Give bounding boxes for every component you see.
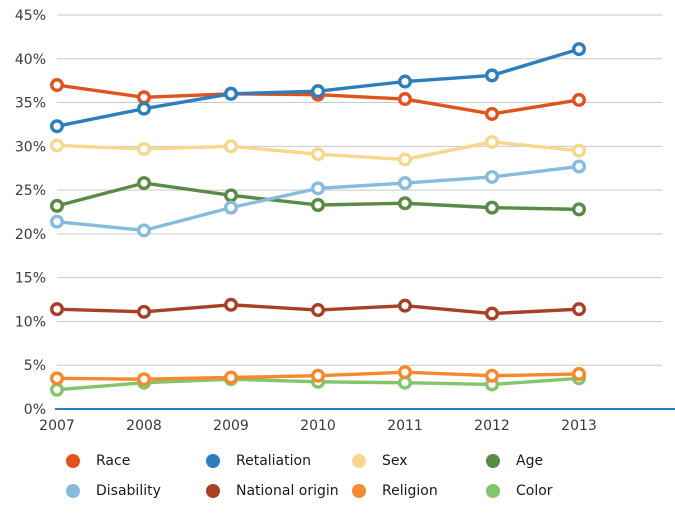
- legend-item-retaliation[interactable]: Retaliation: [206, 453, 352, 469]
- legend-label: Disability: [96, 483, 161, 499]
- y-axis-tick-label: 35%: [15, 96, 46, 112]
- data-point-marker-retaliation[interactable]: [572, 42, 587, 57]
- legend-item-religion[interactable]: Religion: [352, 483, 486, 499]
- y-axis-tick-label: 0%: [24, 402, 46, 418]
- legend-swatch-national-origin-icon: [206, 484, 220, 498]
- legend-label: Age: [516, 453, 544, 469]
- x-axis-tick-label: 2008: [126, 418, 162, 434]
- data-point-marker-age[interactable]: [311, 197, 326, 212]
- line-chart-canvas: 0% 5% 10% 15% 20% 25% 30% 35% 40% 45% 2007 2008 2009…: [15, 8, 675, 434]
- data-point-marker-disability[interactable]: [50, 214, 65, 229]
- x-axis-tick-label: 2007: [39, 418, 75, 434]
- data-point-marker-national-origin[interactable]: [572, 302, 587, 317]
- x-axis-tick-label: 2009: [213, 418, 249, 434]
- legend-item-color[interactable]: Color: [486, 483, 553, 499]
- data-point-marker-disability[interactable]: [311, 181, 326, 196]
- data-point-marker-sex[interactable]: [311, 147, 326, 162]
- data-point-marker-race[interactable]: [485, 106, 500, 121]
- data-point-marker-religion[interactable]: [50, 371, 65, 386]
- data-point-marker-retaliation[interactable]: [398, 74, 413, 89]
- data-point-marker-retaliation[interactable]: [50, 119, 65, 134]
- y-axis-tick-label: 30%: [15, 139, 46, 155]
- data-point-marker-disability[interactable]: [398, 176, 413, 191]
- legend-swatch-color-icon: [486, 484, 500, 498]
- data-point-marker-national-origin[interactable]: [398, 298, 413, 313]
- legend-item-race[interactable]: Race: [66, 453, 206, 469]
- y-axis-tick-label: 25%: [15, 183, 46, 199]
- data-point-marker-national-origin[interactable]: [485, 306, 500, 321]
- data-point-marker-religion[interactable]: [398, 365, 413, 380]
- legend-item-age[interactable]: Age: [486, 453, 543, 469]
- legend-swatch-religion-icon: [352, 484, 366, 498]
- data-point-marker-sex[interactable]: [485, 134, 500, 149]
- data-point-marker-retaliation[interactable]: [485, 68, 500, 83]
- legend-swatch-sex-icon: [352, 454, 366, 468]
- data-point-marker-age[interactable]: [50, 198, 65, 213]
- legend-swatch-disability-icon: [66, 484, 80, 498]
- legend-item-disability[interactable]: Disability: [66, 483, 206, 499]
- legend-label: Race: [96, 453, 131, 469]
- x-axis-tick-label: 2010: [300, 418, 336, 434]
- legend-swatch-race-icon: [66, 454, 80, 468]
- data-point-marker-age[interactable]: [398, 196, 413, 211]
- legend-swatch-age-icon: [486, 454, 500, 468]
- legend-swatch-retaliation-icon: [206, 454, 220, 468]
- x-axis-tick-label: 2013: [561, 418, 597, 434]
- data-point-marker-race[interactable]: [398, 92, 413, 107]
- y-axis-tick-label: 5%: [24, 358, 46, 374]
- data-point-marker-race[interactable]: [136, 90, 151, 105]
- y-axis-tick-label: 10%: [15, 314, 46, 330]
- data-point-marker-disability[interactable]: [136, 223, 151, 238]
- legend-label: National origin: [236, 483, 339, 499]
- data-point-marker-retaliation[interactable]: [223, 86, 238, 101]
- data-point-marker-age[interactable]: [572, 202, 587, 217]
- x-axis-tick-label: 2011: [387, 418, 423, 434]
- data-point-marker-national-origin[interactable]: [311, 303, 326, 318]
- data-point-marker-religion[interactable]: [136, 372, 151, 387]
- data-point-marker-sex[interactable]: [50, 138, 65, 153]
- data-point-marker-age[interactable]: [485, 200, 500, 215]
- data-point-marker-national-origin[interactable]: [50, 302, 65, 317]
- data-point-marker-sex[interactable]: [136, 141, 151, 156]
- data-point-marker-age[interactable]: [223, 188, 238, 203]
- data-point-marker-retaliation[interactable]: [136, 101, 151, 116]
- data-point-marker-race[interactable]: [572, 92, 587, 107]
- x-axis-tick-label: 2012: [474, 418, 510, 434]
- data-point-marker-national-origin[interactable]: [136, 304, 151, 319]
- y-axis-tick-label: 20%: [15, 227, 46, 243]
- chart-legend: Race Retaliation Sex Age Disability National …: [0, 446, 675, 506]
- y-axis-tick-label: 15%: [15, 271, 46, 287]
- data-point-marker-national-origin[interactable]: [223, 297, 238, 312]
- data-point-marker-color[interactable]: [50, 382, 65, 397]
- data-point-marker-religion[interactable]: [485, 368, 500, 383]
- data-point-marker-disability[interactable]: [485, 169, 500, 184]
- data-point-marker-age[interactable]: [136, 176, 151, 191]
- y-axis-tick-label: 40%: [15, 52, 46, 68]
- legend-label: Religion: [382, 483, 438, 499]
- legend-item-national-origin[interactable]: National origin: [206, 483, 352, 499]
- data-point-marker-retaliation[interactable]: [311, 84, 326, 99]
- data-point-marker-sex[interactable]: [398, 152, 413, 167]
- legend-label: Color: [516, 483, 553, 499]
- data-point-marker-religion[interactable]: [311, 368, 326, 383]
- legend-row: Disability National origin Religion Color: [0, 476, 675, 506]
- data-point-marker-religion[interactable]: [572, 366, 587, 381]
- data-point-marker-sex[interactable]: [572, 143, 587, 158]
- data-point-marker-religion[interactable]: [223, 370, 238, 385]
- legend-label: Retaliation: [236, 453, 311, 469]
- data-point-marker-race[interactable]: [50, 78, 65, 93]
- y-axis-tick-label: 45%: [15, 8, 46, 24]
- legend-item-sex[interactable]: Sex: [352, 453, 486, 469]
- data-point-marker-disability[interactable]: [223, 200, 238, 215]
- data-point-marker-sex[interactable]: [223, 139, 238, 154]
- legend-row: Race Retaliation Sex Age: [0, 446, 675, 476]
- data-point-marker-disability[interactable]: [572, 159, 587, 174]
- legend-label: Sex: [382, 453, 408, 469]
